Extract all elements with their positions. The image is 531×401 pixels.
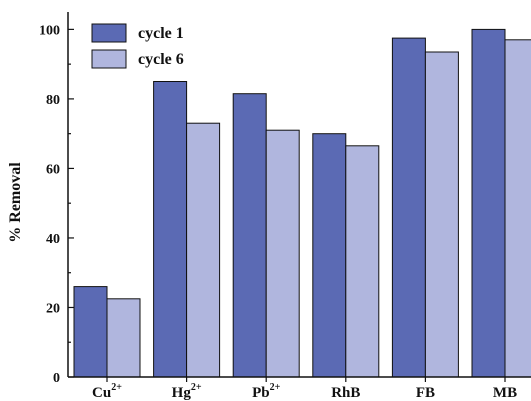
- y-axis-title: % Removal: [7, 162, 24, 243]
- x-tick-label-hg: Hg2+: [172, 382, 202, 401]
- legend-label-cycle-6: cycle 6: [138, 51, 184, 68]
- axes-layer: 0 20 40 60 80 100 Cu2+ Hg2+ Pb2+ RhB FB MB: [39, 12, 531, 401]
- legend-swatch-cycle-6: [91, 49, 127, 69]
- y-tick-label: 80: [46, 93, 60, 108]
- x-tick-label-mb: MB: [493, 385, 517, 401]
- bar-cu-cycle-1: [73, 286, 108, 378]
- bar-mb-cycle-1: [471, 28, 506, 378]
- bar-pb-cycle-1: [232, 93, 267, 378]
- x-tick-label-cu: Cu2+: [92, 382, 122, 401]
- bar-cu-cycle-6: [106, 298, 141, 378]
- bar-hg-cycle-6: [186, 122, 221, 378]
- legend-swatch-cycle-1: [91, 23, 127, 43]
- x-tick-label-rhb: RhB: [331, 385, 360, 401]
- bar-mb-cycle-6: [504, 39, 531, 378]
- y-tick-label: 0: [53, 371, 60, 386]
- bar-hg-cycle-1: [153, 81, 188, 378]
- bar-rhb-cycle-1: [312, 133, 347, 378]
- y-tick-label: 100: [39, 23, 60, 38]
- x-tick-label-fb: FB: [416, 385, 435, 401]
- bar-fb-cycle-1: [391, 37, 426, 378]
- bar-pb-cycle-6: [265, 129, 300, 378]
- legend-label-cycle-1: cycle 1: [138, 25, 184, 42]
- bars-layer: [73, 28, 531, 378]
- legend: cycle 1 cycle 6: [91, 23, 184, 69]
- y-tick-label: 40: [46, 232, 60, 247]
- bar-fb-cycle-6: [424, 51, 459, 378]
- y-tick-label: 20: [46, 301, 60, 316]
- x-tick-label-pb: Pb2+: [252, 382, 281, 401]
- y-tick-label: 60: [46, 162, 60, 177]
- bar-rhb-cycle-6: [345, 145, 380, 378]
